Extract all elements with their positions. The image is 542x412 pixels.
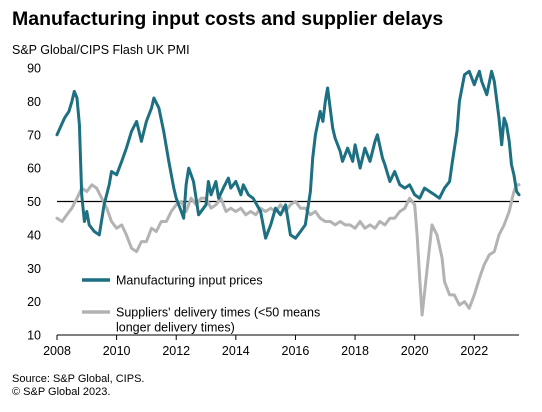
legend-label-delivery-times: Suppliers' delivery times (<50 means long… <box>116 306 320 335</box>
x-tick-label: 2016 <box>282 344 310 358</box>
chart-subtitle: S&P Global/CIPS Flash UK PMI <box>12 43 190 57</box>
x-axis-ticks: 2008 2010 2012 2014 2016 2018 2020 2022 <box>43 335 488 358</box>
x-tick-label: 2014 <box>222 344 250 358</box>
copyright-note: © S&P Global 2023. <box>12 386 111 398</box>
y-tick-label: 60 <box>27 162 41 176</box>
series-layer <box>55 69 521 317</box>
chart-footer: Source: S&P Global, CIPS. © S&P Global 2… <box>12 373 144 399</box>
legend-label-input-prices: Manufacturing input prices <box>116 274 263 288</box>
y-tick-label: 70 <box>27 128 41 142</box>
y-tick-label: 10 <box>27 329 41 343</box>
source-note: Source: S&P Global, CIPS. <box>12 373 145 385</box>
series-line-input-prices <box>55 69 521 240</box>
x-tick-label: 2012 <box>162 344 190 358</box>
y-axis-ticks: 10 20 30 40 50 60 70 80 90 <box>27 62 41 343</box>
x-tick-label: 2008 <box>43 344 71 358</box>
y-tick-label: 20 <box>27 295 41 309</box>
x-tick-label: 2022 <box>460 344 488 358</box>
y-tick-label: 50 <box>27 195 41 209</box>
x-tick-label: 2018 <box>341 344 369 358</box>
y-tick-label: 30 <box>27 262 41 276</box>
y-tick-label: 80 <box>27 95 41 109</box>
y-tick-label: 40 <box>27 228 41 242</box>
x-tick-label: 2020 <box>401 344 429 358</box>
y-tick-label: 90 <box>27 62 41 76</box>
chart-title: Manufacturing input costs and supplier d… <box>12 8 444 30</box>
legend: Manufacturing input prices Suppliers' de… <box>82 274 320 335</box>
x-tick-label: 2010 <box>103 344 131 358</box>
series-line-delivery-times <box>55 183 521 317</box>
